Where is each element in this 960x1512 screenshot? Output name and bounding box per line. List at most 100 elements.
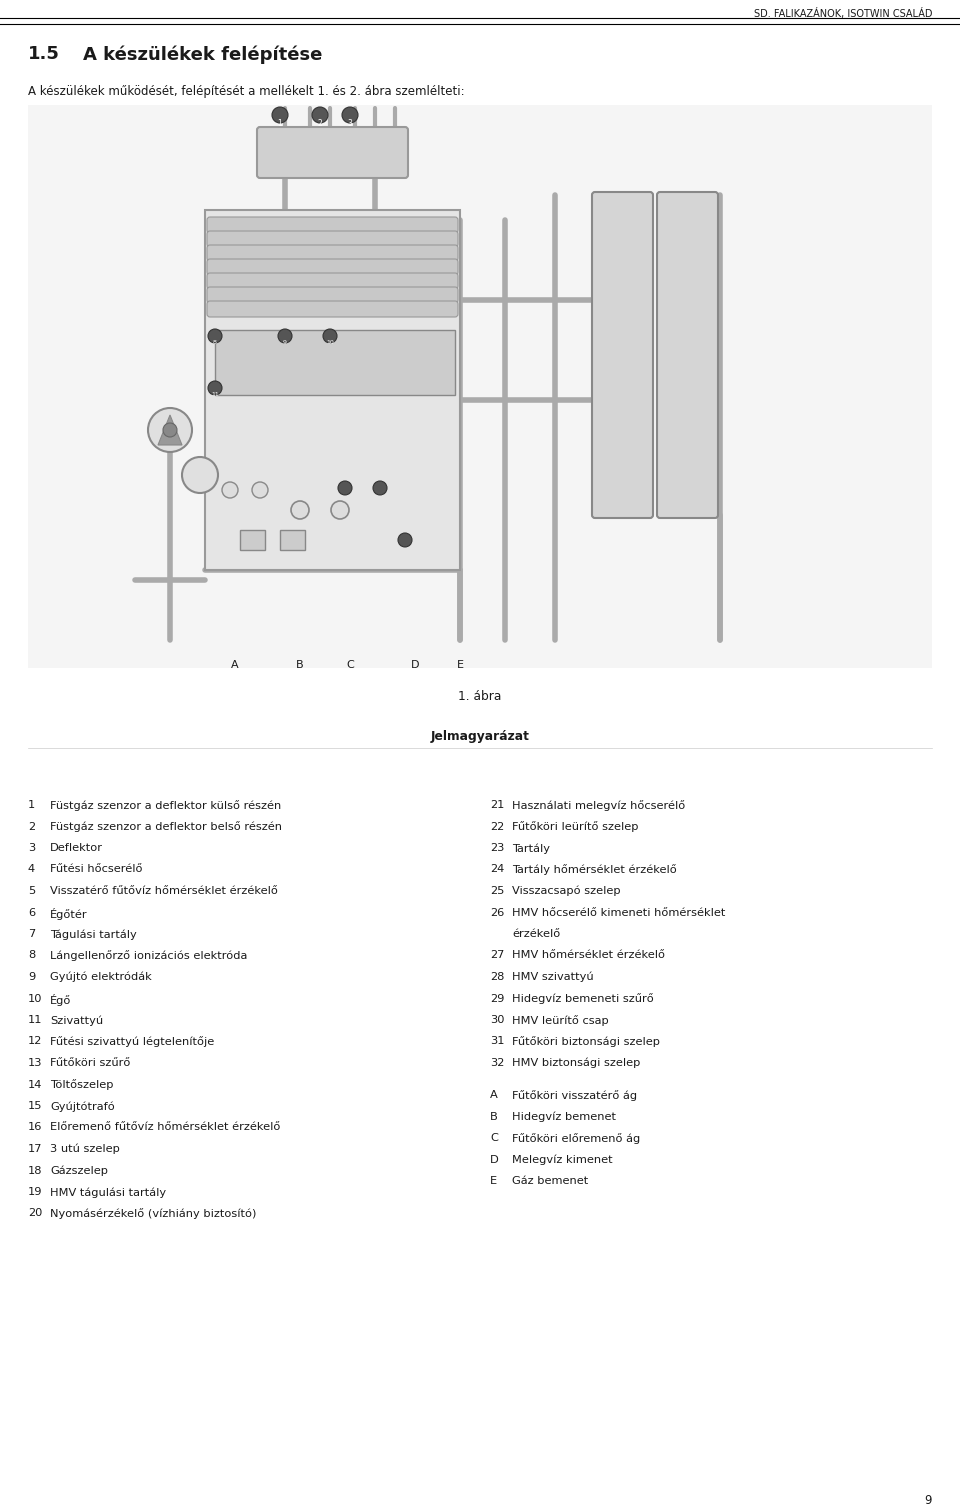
Text: 8: 8 — [28, 951, 36, 960]
Bar — [215, 330, 455, 395]
Text: HMV szivattyú: HMV szivattyú — [512, 972, 593, 983]
Text: 1: 1 — [277, 119, 282, 129]
Text: A: A — [231, 661, 239, 670]
Text: SD. FALIKAZÁNOK, ISOTWIN CSALÁD: SD. FALIKAZÁNOK, ISOTWIN CSALÁD — [754, 8, 932, 20]
Text: Nyomásérzékelő (vízhiány biztosító): Nyomásérzékelő (vízhiány biztosító) — [50, 1208, 256, 1220]
Text: A készülékek felépítése: A készülékek felépítése — [83, 45, 323, 64]
FancyBboxPatch shape — [207, 245, 458, 262]
Text: E: E — [457, 661, 464, 670]
Text: 15: 15 — [342, 491, 348, 497]
Text: 26: 26 — [490, 907, 504, 918]
Text: Égőtér: Égőtér — [50, 907, 87, 919]
Text: Égő: Égő — [50, 993, 71, 1005]
FancyBboxPatch shape — [207, 218, 458, 233]
Text: 32: 32 — [490, 1058, 504, 1067]
Text: 15: 15 — [28, 1101, 42, 1111]
Circle shape — [148, 408, 192, 452]
Text: 11: 11 — [211, 392, 219, 398]
Text: Szivattyú: Szivattyú — [50, 1015, 103, 1025]
FancyBboxPatch shape — [207, 301, 458, 318]
FancyBboxPatch shape — [257, 127, 408, 178]
Text: A készülékek működését, felépítését a mellékelt 1. és 2. ábra szemlélteti:: A készülékek működését, felépítését a me… — [28, 85, 465, 98]
Text: Gáz bemenet: Gáz bemenet — [512, 1176, 588, 1187]
Text: Fűtőköri előremenő ág: Fűtőköri előremenő ág — [512, 1134, 640, 1145]
Text: Fűtőköri visszatérő ág: Fűtőköri visszatérő ág — [512, 1090, 637, 1101]
Circle shape — [252, 482, 268, 497]
Text: 19: 19 — [28, 1187, 42, 1198]
FancyBboxPatch shape — [207, 287, 458, 302]
Text: HMV tágulási tartály: HMV tágulási tartály — [50, 1187, 166, 1198]
Text: Fűtési hőcserélő: Fűtési hőcserélő — [50, 865, 142, 874]
Bar — [240, 531, 265, 550]
Bar — [205, 210, 460, 570]
Text: 21: 21 — [490, 800, 504, 810]
Text: 9: 9 — [28, 972, 36, 981]
Text: 3: 3 — [28, 844, 36, 853]
Circle shape — [278, 330, 292, 343]
Text: D: D — [490, 1155, 499, 1164]
Text: 29: 29 — [490, 993, 504, 1004]
Text: Tartály hőmérséklet érzékelő: Tartály hőmérséklet érzékelő — [512, 865, 677, 875]
Polygon shape — [158, 414, 182, 445]
Text: 20: 20 — [28, 1208, 42, 1219]
Circle shape — [398, 534, 412, 547]
Text: Tágulási tartály: Tágulási tartály — [50, 928, 136, 939]
Text: 1.5: 1.5 — [28, 45, 60, 64]
Text: Hidegvíz bemenet: Hidegvíz bemenet — [512, 1111, 616, 1122]
Text: 12: 12 — [28, 1037, 42, 1046]
Text: 27: 27 — [490, 951, 504, 960]
Text: Füstgáz szenzor a deflektor külső részén: Füstgáz szenzor a deflektor külső részén — [50, 800, 281, 810]
Circle shape — [342, 107, 358, 122]
Text: 2: 2 — [318, 119, 323, 129]
Text: HMV hőmérséklet érzékelő: HMV hőmérséklet érzékelő — [512, 951, 665, 960]
Text: Töltőszelep: Töltőszelep — [50, 1080, 113, 1090]
Text: Melegvíz kimenet: Melegvíz kimenet — [512, 1155, 612, 1166]
Text: 9: 9 — [283, 340, 287, 345]
Text: 4: 4 — [28, 865, 36, 874]
Text: Gázszelep: Gázszelep — [50, 1166, 108, 1176]
Text: 10: 10 — [326, 340, 334, 345]
Text: 6: 6 — [28, 907, 36, 918]
Text: Hidegvíz bemeneti szűrő: Hidegvíz bemeneti szűrő — [512, 993, 654, 1004]
Text: Gyújtótrafó: Gyújtótrafó — [50, 1101, 115, 1111]
Text: 17: 17 — [28, 1145, 42, 1154]
FancyBboxPatch shape — [207, 274, 458, 289]
Text: Deflektor: Deflektor — [50, 844, 103, 853]
Text: 16: 16 — [376, 491, 383, 497]
Text: Füstgáz szenzor a deflektor belső részén: Füstgáz szenzor a deflektor belső részén — [50, 821, 282, 833]
Text: 16: 16 — [28, 1122, 42, 1132]
Text: Fűtőköri szűrő: Fűtőköri szűrő — [50, 1058, 131, 1067]
Text: 5: 5 — [28, 886, 36, 897]
Circle shape — [331, 500, 349, 519]
Text: Használati melegvíz hőcserélő: Használati melegvíz hőcserélő — [512, 800, 685, 810]
Text: Jelmagyarázat: Jelmagyarázat — [431, 730, 529, 742]
Text: 13: 13 — [28, 1058, 42, 1067]
Text: 2: 2 — [28, 821, 36, 832]
Text: 22: 22 — [490, 821, 504, 832]
FancyBboxPatch shape — [207, 231, 458, 246]
Text: Lángellenőrző ionizációs elektróda: Lángellenőrző ionizációs elektróda — [50, 951, 248, 962]
Text: 31: 31 — [490, 1037, 505, 1046]
Circle shape — [312, 107, 328, 122]
Text: Tartály: Tartály — [512, 844, 550, 853]
Text: Fűtőköri biztonsági szelep: Fűtőköri biztonsági szelep — [512, 1037, 660, 1048]
Text: Gyújtó elektródák: Gyújtó elektródák — [50, 972, 152, 983]
Text: C: C — [490, 1134, 498, 1143]
Text: E: E — [490, 1176, 497, 1187]
Circle shape — [222, 482, 238, 497]
Text: B: B — [490, 1111, 497, 1122]
FancyBboxPatch shape — [592, 192, 653, 519]
Circle shape — [182, 457, 218, 493]
Text: B: B — [297, 661, 303, 670]
Bar — [280, 531, 305, 550]
Circle shape — [323, 330, 337, 343]
Text: HMV biztonsági szelep: HMV biztonsági szelep — [512, 1058, 640, 1069]
Circle shape — [272, 107, 288, 122]
Text: D: D — [411, 661, 420, 670]
Text: 3: 3 — [348, 119, 352, 129]
Text: 1: 1 — [28, 800, 36, 810]
Bar — [28, 104, 932, 668]
Text: 9: 9 — [924, 1494, 932, 1507]
Text: 28: 28 — [490, 972, 504, 981]
Text: 10: 10 — [28, 993, 42, 1004]
